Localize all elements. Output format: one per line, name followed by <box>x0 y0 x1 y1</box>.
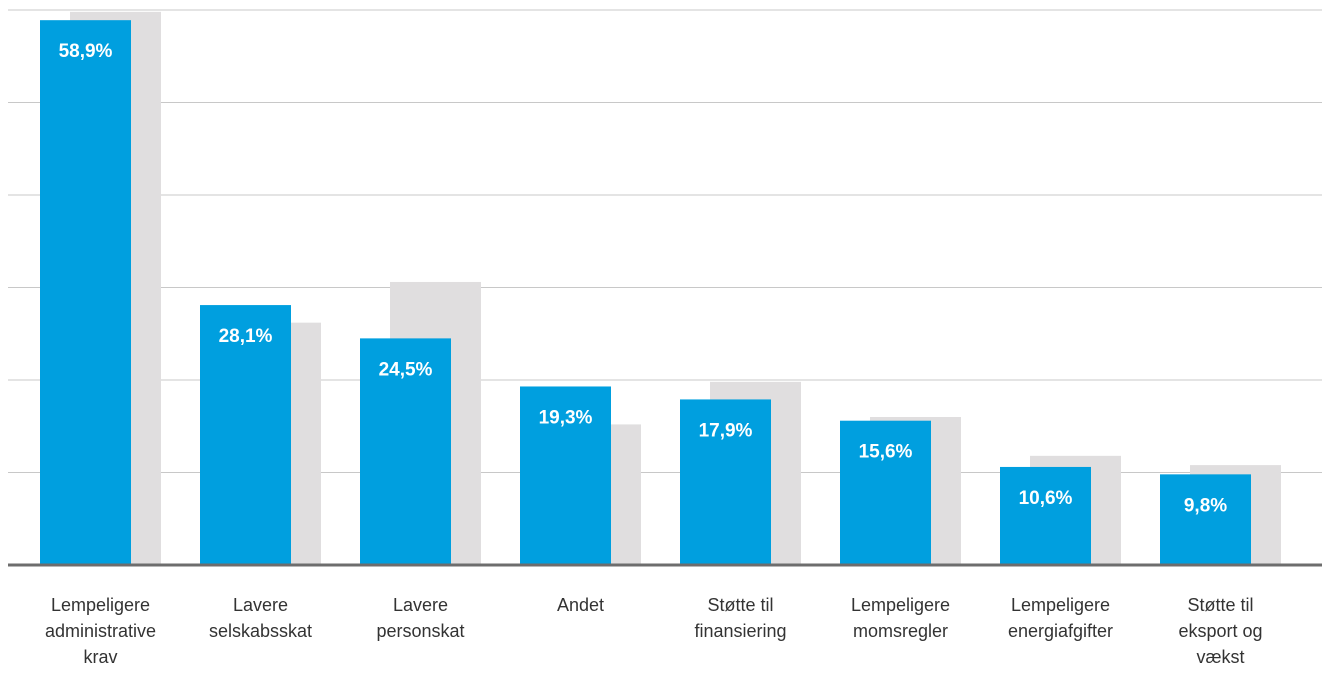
value-label: 17,9% <box>699 420 753 441</box>
bar <box>1000 466 1091 565</box>
value-label: 24,5% <box>379 359 433 380</box>
bar <box>520 386 611 565</box>
x-tick-label: Lavere personskat <box>376 595 465 641</box>
bar <box>680 399 771 565</box>
x-tick-label: Lempeligere momsregler <box>850 595 951 641</box>
value-label: 9,8% <box>1184 495 1227 516</box>
x-tick-label: Lavere selskabsskat <box>208 595 313 641</box>
value-label: 58,9% <box>59 41 113 62</box>
value-label: 19,3% <box>539 407 593 428</box>
value-label: 10,6% <box>1019 488 1073 509</box>
x-tick-label: Lempeligere energiafgifter <box>1007 595 1114 641</box>
bar <box>200 305 291 565</box>
x-tick-label: Støtte til eksport og vækst <box>1178 595 1263 667</box>
bar <box>1160 474 1251 565</box>
bar <box>40 20 131 566</box>
x-tick-label: Andet <box>556 595 605 615</box>
bar <box>360 338 451 565</box>
value-label: 28,1% <box>219 326 273 347</box>
x-tick-label: Støtte til finansiering <box>694 595 787 641</box>
bar <box>840 420 931 565</box>
x-tick-label: Lempeligere administrative krav <box>44 595 157 667</box>
value-label: 15,6% <box>859 442 913 463</box>
